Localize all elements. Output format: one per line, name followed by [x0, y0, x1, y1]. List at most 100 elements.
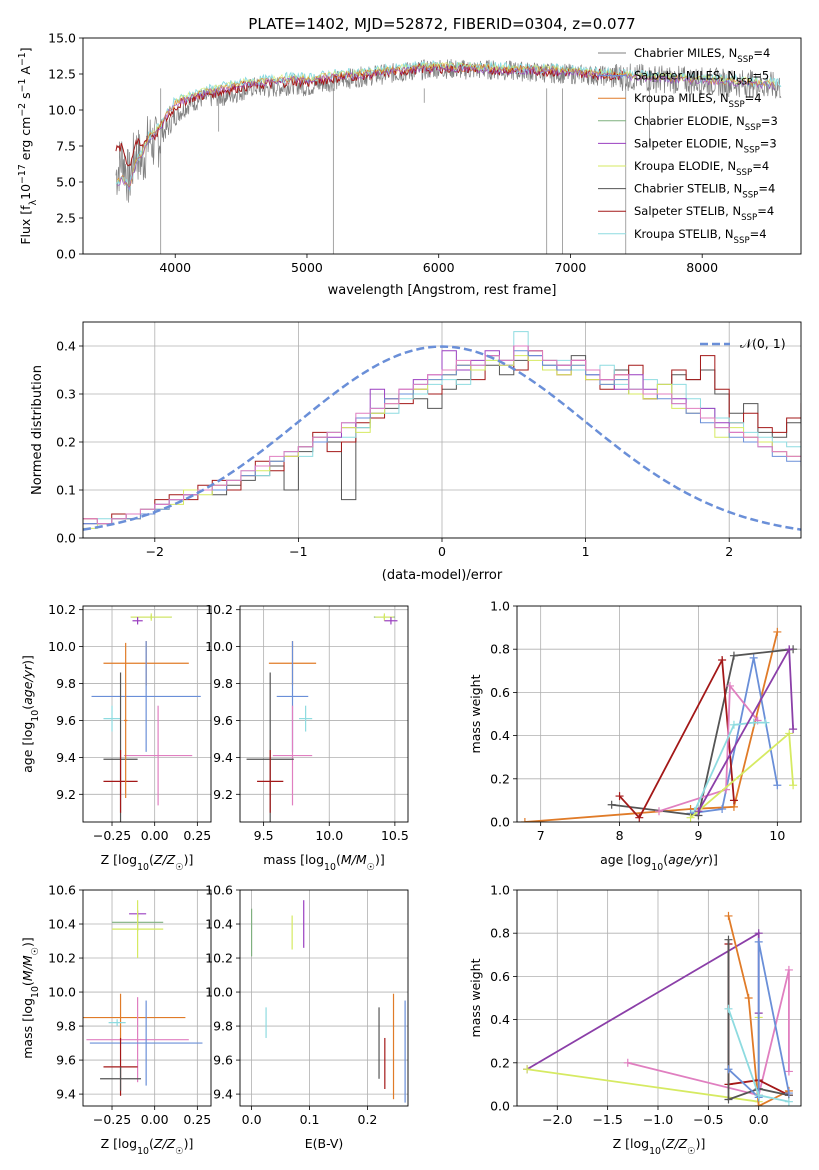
weight-marker [623, 1058, 632, 1067]
axes-frame [82, 889, 212, 1107]
tick-label-y: 0.2 [56, 435, 76, 450]
axes-frame [239, 889, 409, 1107]
tick-label-y: 15.0 [48, 31, 76, 46]
tick-label-x: 8000 [686, 260, 718, 275]
plot-area [83, 890, 211, 1106]
tick-label-y: 9.4 [56, 750, 76, 765]
tick-label-y: 9.8 [213, 676, 233, 691]
tick-label-y: 1.0 [490, 599, 510, 614]
spectrum-data-line [115, 59, 782, 203]
tick-label-y: 0.0 [490, 1099, 510, 1114]
legend-label: Chabrier MILES, NSSP=4 [634, 46, 770, 65]
normal-curve [83, 345, 801, 531]
tick-label-y: 9.8 [56, 1019, 76, 1034]
tick-label-y: 10.6 [48, 883, 76, 898]
weight-marker [785, 645, 794, 654]
tick-label-x: −0.25 [93, 1112, 131, 1127]
tick-label-y: 2.5 [56, 211, 76, 226]
axes-frame [516, 605, 802, 823]
weight-marker [724, 1004, 733, 1013]
tick-label-x: 0.0 [749, 1112, 769, 1127]
weight-marker [773, 781, 782, 790]
y-axis-label: age [log10(age/yr)] [20, 655, 41, 773]
weight-marker [729, 796, 738, 805]
tick-label-x: 7000 [555, 260, 587, 275]
weight-series-line [627, 969, 790, 1097]
tick-label-y: 0.1 [56, 483, 76, 498]
weight-marker [785, 729, 794, 738]
tick-label-x: 7 [537, 828, 545, 843]
tick-label-x: −1.0 [643, 1112, 673, 1127]
y-axis-label: mass weight [468, 958, 483, 1037]
legend-label: Salpeter STELIB, NSSP=4 [634, 204, 774, 223]
tick-label-y: 10.2 [48, 602, 76, 617]
tick-label-x: 10 [769, 828, 785, 843]
weight-marker [655, 807, 663, 816]
x-axis-label: (data-model)/error [382, 568, 503, 583]
tick-label-x: 0.00 [141, 1112, 169, 1127]
x-axis-label: Z [log10(Z/Z☉)] [613, 1136, 706, 1157]
weight-marker [615, 792, 624, 801]
tick-label-y: 0.4 [56, 339, 76, 354]
x-axis-label: wavelength [Angstrom, rest frame] [328, 283, 557, 298]
weight-marker [754, 937, 763, 946]
tick-label-x: −0.5 [693, 1112, 723, 1127]
weight-marker [789, 781, 798, 790]
tick-label-y: 9.4 [213, 750, 233, 765]
spectrum-legend: Chabrier MILES, NSSP=4 Salpeter MILES, NS… [598, 46, 778, 246]
axes-frame [82, 321, 802, 539]
panel-mass_vs_Z: −0.25 0.00 0.25 9.4 9.6 9.8 10.0 10.2 10.4 10.6 Z … [20, 883, 212, 1157]
weight-marker [718, 656, 727, 664]
tick-label-y: 9.4 [213, 1087, 233, 1102]
tick-label-y: 10.0 [48, 985, 76, 1000]
tick-label-x: 8 [616, 828, 624, 843]
weight-marker [761, 718, 770, 727]
legend-label: Salpeter ELODIE, NSSP=3 [634, 136, 777, 155]
tick-label-y: 0.6 [490, 685, 510, 700]
tick-label-x: 0 [438, 544, 446, 559]
tick-label-x: 10.0 [315, 828, 343, 843]
tick-label-x: −1.5 [592, 1112, 622, 1127]
weight-marker [724, 1095, 733, 1104]
legend-label: Chabrier STELIB, NSSP=4 [634, 182, 775, 201]
tick-label-y: 10.0 [48, 639, 76, 654]
tick-label-y: 0.6 [490, 969, 510, 984]
tick-label-x: 9 [694, 828, 702, 843]
tick-label-y: 9.6 [213, 1053, 233, 1068]
tick-label-y: 0.8 [490, 926, 510, 941]
tick-label-y: 0.0 [56, 247, 76, 262]
y-axis-label: Normed distribution [30, 365, 45, 495]
legend-label: Kroupa STELIB, NSSP=4 [634, 227, 767, 246]
weight-marker [744, 994, 753, 1002]
weight-marker [749, 653, 758, 662]
weight-marker [686, 813, 695, 822]
tick-label-y: 9.4 [56, 1087, 76, 1102]
tick-label-x: 1 [582, 544, 590, 559]
panel-weight_vs_age: 7 8 9 10 0.0 0.2 0.4 0.6 0.8 1.0 age [log10(age/yr… [468, 599, 802, 873]
legend-label: Kroupa MILES, NSSP=4 [634, 91, 762, 110]
panel-age_vs_Z: −0.25 0.00 0.25 9.2 9.4 9.6 9.8 10.0 10.2 Z [log1… [20, 602, 212, 873]
tick-label-x: −2.0 [542, 1112, 572, 1127]
weight-series-line [693, 721, 766, 812]
residuals-legend: 𝒩(0, 1) [700, 336, 786, 351]
weight-marker [754, 1091, 763, 1100]
tick-label-y: 0.0 [490, 815, 510, 830]
weight-marker [789, 725, 798, 734]
weight-marker [607, 800, 616, 809]
axes-frame [82, 605, 212, 823]
panel-mass_vs_EBV: 0.0 0.1 0.2 9.4 9.6 9.8 10.0 10.2 10.4 10.6 E(B-V) [205, 883, 409, 1151]
plot-area [517, 890, 801, 1106]
y-axis-label: mass [log10(M/M☉)] [20, 937, 41, 1059]
x-axis-label: age [log10(age/yr)] [600, 852, 718, 873]
tick-label-y: 9.6 [56, 1053, 76, 1068]
tick-label-y: 9.2 [213, 787, 233, 802]
tick-label-y: 0.4 [490, 1012, 510, 1027]
tick-label-y: 9.2 [56, 787, 76, 802]
tick-label-y: 10.4 [48, 917, 76, 932]
plot-area [240, 890, 408, 1106]
weight-marker [729, 651, 738, 660]
weight-marker [784, 965, 793, 974]
panel-spectrum: 4000 5000 6000 7000 8000 0.0 2.5 5.0 7.5 10.0 12.5… [17, 31, 802, 298]
histogram-series [83, 345, 801, 525]
tick-label-x: 5000 [291, 260, 323, 275]
